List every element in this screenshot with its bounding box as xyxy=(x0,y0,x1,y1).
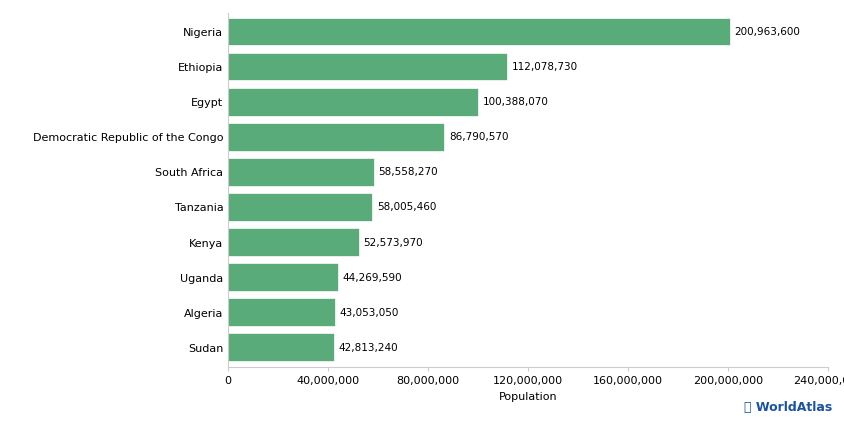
Bar xyxy=(228,333,335,362)
Bar xyxy=(228,158,374,187)
Bar xyxy=(228,123,445,151)
Text: ⓘ WorldAtlas: ⓘ WorldAtlas xyxy=(744,400,831,414)
Bar xyxy=(228,88,479,116)
Text: 43,053,050: 43,053,050 xyxy=(339,308,398,318)
Text: 58,558,270: 58,558,270 xyxy=(378,168,437,177)
Bar xyxy=(228,298,335,327)
Text: 42,813,240: 42,813,240 xyxy=(338,343,398,353)
Text: 100,388,070: 100,388,070 xyxy=(482,97,548,107)
Bar xyxy=(228,18,730,46)
Text: 44,269,590: 44,269,590 xyxy=(342,273,402,283)
Text: 200,963,600: 200,963,600 xyxy=(733,27,799,37)
Text: 86,790,570: 86,790,570 xyxy=(448,132,508,142)
Bar xyxy=(228,228,360,257)
Bar xyxy=(228,193,373,222)
Bar xyxy=(228,53,508,81)
Text: 112,078,730: 112,078,730 xyxy=(511,62,577,72)
Bar xyxy=(228,263,338,292)
Text: 58,005,460: 58,005,460 xyxy=(376,203,436,212)
X-axis label: Population: Population xyxy=(498,392,557,402)
Text: 52,573,970: 52,573,970 xyxy=(363,238,423,248)
